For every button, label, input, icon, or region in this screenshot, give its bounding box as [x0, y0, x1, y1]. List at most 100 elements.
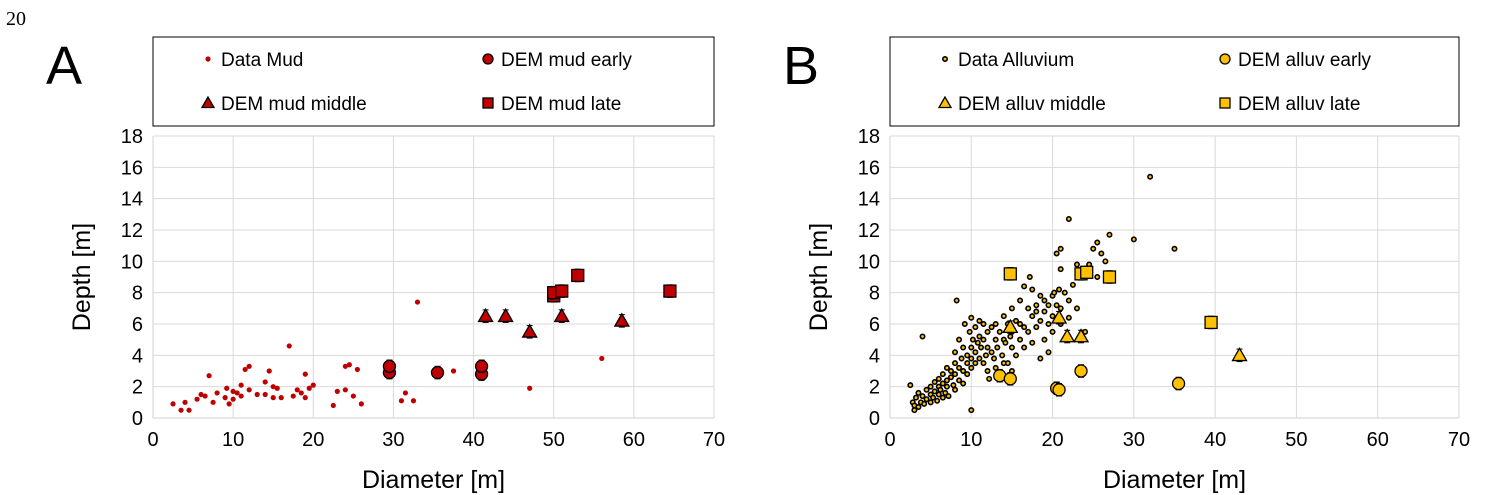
x-tick-label: 50: [543, 429, 565, 451]
y-tick-label: 18: [121, 126, 143, 148]
panel-label: A: [46, 36, 82, 96]
data-point: [974, 339, 981, 346]
data-point: [934, 397, 941, 404]
data-point: [1008, 344, 1015, 351]
data-point: [931, 388, 938, 395]
data-point: [334, 388, 340, 394]
x-tick-label: 10: [222, 429, 244, 451]
data-point: [982, 352, 989, 359]
legend-label: DEM mud early: [501, 50, 632, 71]
series-data-mud: [170, 299, 605, 413]
data-point: [976, 317, 983, 324]
legend-marker: [1219, 97, 1231, 109]
data-point: [346, 362, 352, 368]
data-point: [1017, 320, 1024, 327]
data-point: [238, 382, 244, 388]
series-dem-alluv-late: [1003, 265, 1218, 330]
data-point: [956, 336, 963, 343]
series-dem-alluv-middle: [1002, 309, 1248, 363]
data-point: [943, 383, 950, 390]
data-point: [262, 379, 268, 385]
data-point: [1061, 289, 1068, 296]
data-point: [1053, 302, 1060, 309]
data-point: [919, 333, 926, 340]
legend-label: DEM alluv early: [1238, 50, 1372, 71]
data-point: [1000, 313, 1007, 320]
y-tick-label: 0: [869, 408, 880, 430]
data-point: [927, 383, 934, 390]
legend-entry: DEM alluv late: [1219, 94, 1361, 115]
data-point: [968, 344, 975, 351]
data-point: [1002, 339, 1009, 346]
data-point: [935, 375, 942, 382]
data-point: [270, 384, 276, 390]
data-point: [234, 390, 240, 396]
data-point: [1098, 250, 1105, 257]
data-point: [1012, 352, 1019, 359]
legend-marker: [1219, 53, 1231, 65]
legend-marker: [937, 95, 953, 109]
x-axis-title: Diameter [m]: [362, 466, 505, 494]
data-point: [984, 328, 991, 335]
x-tick-label: 70: [1448, 429, 1470, 451]
data-point: [1094, 273, 1101, 280]
data-point: [178, 407, 184, 413]
data-point: [1007, 333, 1014, 340]
data-point: [1072, 328, 1090, 343]
data-point: [170, 401, 176, 407]
legend-entry: DEM alluv early: [1219, 50, 1372, 71]
y-tick-label: 12: [858, 220, 880, 242]
data-point: [1021, 283, 1028, 290]
data-point: [1102, 258, 1109, 265]
data-point: [915, 389, 922, 396]
data-point: [198, 391, 204, 398]
legend-entry: Data Mud: [205, 50, 303, 71]
data-point: [414, 299, 421, 305]
data-point: [266, 368, 272, 374]
y-tick-label: 10: [121, 251, 143, 273]
data-point: [931, 378, 938, 385]
data-point: [964, 352, 971, 359]
data-point: [961, 320, 968, 327]
x-axis-title: Diameter [m]: [1103, 466, 1246, 494]
data-point: [402, 390, 409, 396]
data-point: [286, 343, 292, 349]
y-tick-label: 8: [869, 283, 880, 305]
panel-label: B: [783, 36, 819, 96]
data-point: [960, 344, 967, 351]
data-point: [1002, 318, 1019, 334]
data-point: [1171, 245, 1178, 252]
data-point: [1057, 266, 1064, 273]
y-tick-label: 4: [869, 345, 880, 367]
data-point: [968, 407, 975, 414]
data-point: [958, 355, 965, 362]
x-tick-label: 60: [623, 429, 645, 451]
y-axis-title: Depth [m]: [68, 223, 96, 331]
y-axis-title: Depth [m]: [805, 223, 833, 331]
data-point: [930, 394, 937, 401]
data-point: [950, 382, 957, 389]
data-point: [206, 373, 212, 379]
data-point: [960, 367, 967, 374]
data-point: [222, 395, 228, 401]
data-point: [952, 349, 959, 356]
data-point: [1090, 245, 1097, 252]
data-point: [992, 320, 999, 327]
y-tick-label: 12: [121, 220, 143, 242]
panel-a: A 0 10 20 30 40 50 60 70 0 2 4 6 8 10 12 14 16 18 Diameter …: [46, 36, 725, 494]
x-tick-label: 40: [1204, 429, 1226, 451]
data-point: [1050, 309, 1068, 324]
data-point: [571, 268, 585, 283]
data-point: [980, 336, 987, 343]
data-point: [937, 386, 944, 393]
data-point: [1065, 314, 1072, 321]
data-point: [1021, 324, 1028, 331]
data-point: [996, 328, 1003, 335]
data-point: [1003, 372, 1017, 386]
data-point: [1041, 336, 1048, 343]
page-number: 20: [6, 8, 26, 30]
data-point: [943, 377, 950, 384]
data-point: [450, 368, 457, 374]
data-point: [976, 333, 983, 340]
